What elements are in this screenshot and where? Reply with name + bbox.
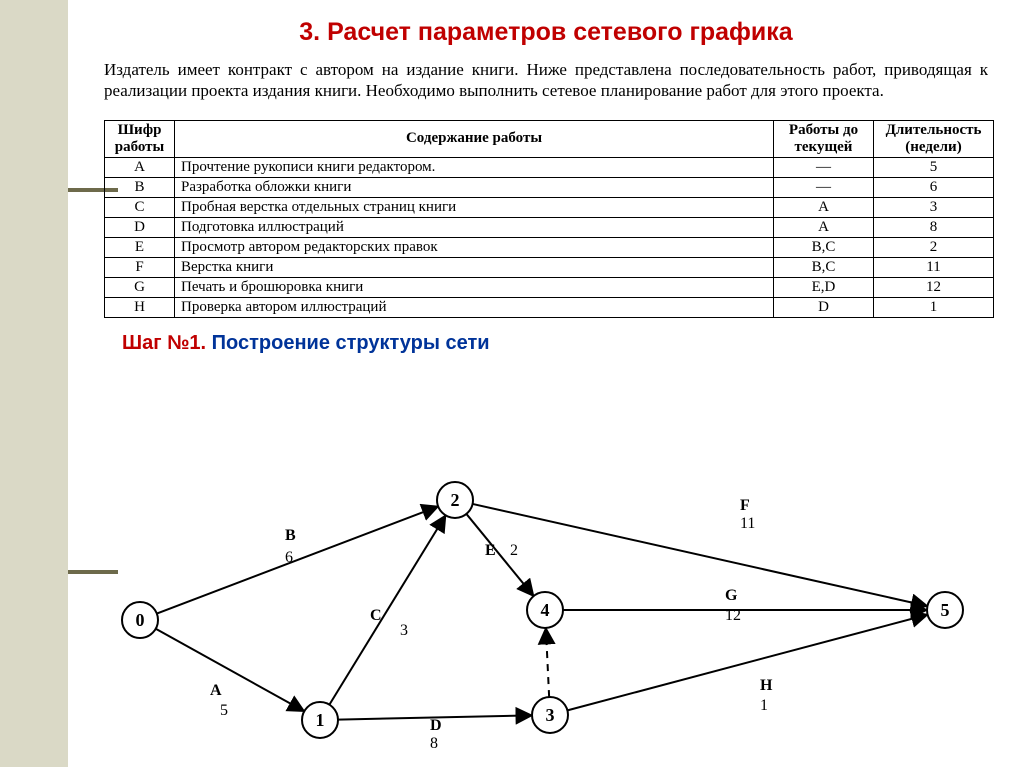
svg-text:1: 1 xyxy=(316,710,325,730)
cell-dur: 6 xyxy=(874,177,994,197)
svg-text:0: 0 xyxy=(136,610,145,630)
edge xyxy=(156,629,305,712)
edge xyxy=(329,515,445,704)
svg-text:2: 2 xyxy=(451,490,460,510)
table-row: FВерстка книгиB,C11 xyxy=(105,257,994,277)
edge-label: B xyxy=(285,527,296,544)
edge-label: C xyxy=(370,607,382,624)
intro-paragraph: Издатель имеет контракт с автором на изд… xyxy=(104,59,988,102)
cell-dur: 2 xyxy=(874,237,994,257)
cell-desc: Проверка автором иллюстраций xyxy=(175,297,774,317)
cell-dur: 12 xyxy=(874,277,994,297)
cell-dur: 3 xyxy=(874,197,994,217)
edge xyxy=(567,615,927,711)
table-row: DПодготовка иллюстрацийA8 xyxy=(105,217,994,237)
page-title: 3. Расчет параметров сетевого графика xyxy=(68,18,1024,47)
cell-dur: 11 xyxy=(874,257,994,277)
edge xyxy=(473,504,928,606)
svg-text:3: 3 xyxy=(546,705,555,725)
edge-weight: 2 xyxy=(510,542,518,559)
cell-code: B xyxy=(105,177,175,197)
th-dur: Длительность (недели) xyxy=(874,120,994,157)
cell-desc: Разработка обложки книги xyxy=(175,177,774,197)
content-area: 3. Расчет параметров сетевого графика Из… xyxy=(68,0,1024,355)
cell-pred: D xyxy=(774,297,874,317)
cell-desc: Печать и брошюровка книги xyxy=(175,277,774,297)
cell-code: A xyxy=(105,157,175,177)
edge-label: A xyxy=(210,682,222,699)
sidebar-decoration xyxy=(0,0,68,767)
edge-label: D xyxy=(430,717,442,734)
table-row: CПробная верстка отдельных страниц книги… xyxy=(105,197,994,217)
work-table: Шифр работы Содержание работы Работы до … xyxy=(104,120,994,318)
cell-pred: A xyxy=(774,217,874,237)
network-diagram: 012345 B6A5C3D8E2F11G12H1 xyxy=(100,470,1000,760)
graph-node: 0 xyxy=(122,602,158,638)
cell-pred: B,C xyxy=(774,237,874,257)
cell-dur: 8 xyxy=(874,217,994,237)
cell-code: F xyxy=(105,257,175,277)
step-heading: Шаг №1. Построение структуры сети xyxy=(122,332,1024,355)
cell-desc: Верстка книги xyxy=(175,257,774,277)
cell-code: D xyxy=(105,217,175,237)
svg-text:4: 4 xyxy=(541,600,550,620)
edge-weight: 12 xyxy=(725,607,741,624)
th-code: Шифр работы xyxy=(105,120,175,157)
edge-weight: 5 xyxy=(220,702,228,719)
cell-desc: Просмотр автором редакторских правок xyxy=(175,237,774,257)
edge-weight: 11 xyxy=(740,515,755,532)
edge-label: H xyxy=(760,677,773,694)
cell-code: G xyxy=(105,277,175,297)
table-row: BРазработка обложки книги—6 xyxy=(105,177,994,197)
cell-code: E xyxy=(105,237,175,257)
graph-node: 3 xyxy=(532,697,568,733)
graph-node: 1 xyxy=(302,702,338,738)
edge-weight: 8 xyxy=(430,735,438,752)
graph-node: 5 xyxy=(927,592,963,628)
cell-pred: B,C xyxy=(774,257,874,277)
edge xyxy=(466,514,533,596)
th-desc: Содержание работы xyxy=(175,120,774,157)
cell-dur: 1 xyxy=(874,297,994,317)
cell-code: H xyxy=(105,297,175,317)
cell-desc: Пробная верстка отдельных страниц книги xyxy=(175,197,774,217)
cell-desc: Прочтение рукописи книги редактором. xyxy=(175,157,774,177)
svg-text:5: 5 xyxy=(941,600,950,620)
th-pred: Работы до текущей xyxy=(774,120,874,157)
cell-pred: — xyxy=(774,177,874,197)
edge-weight: 3 xyxy=(400,622,408,639)
edge-label: E xyxy=(485,542,496,559)
cell-pred: — xyxy=(774,157,874,177)
cell-pred: A xyxy=(774,197,874,217)
graph-node: 2 xyxy=(437,482,473,518)
table-row: EПросмотр автором редакторских правокB,C… xyxy=(105,237,994,257)
cell-code: C xyxy=(105,197,175,217)
table-row: AПрочтение рукописи книги редактором.—5 xyxy=(105,157,994,177)
table-row: HПроверка автором иллюстрацийD1 xyxy=(105,297,994,317)
edge-label: G xyxy=(725,587,738,604)
cell-dur: 5 xyxy=(874,157,994,177)
step-text: Построение структуры сети xyxy=(206,332,490,354)
graph-node: 4 xyxy=(527,592,563,628)
cell-pred: E,D xyxy=(774,277,874,297)
edge xyxy=(546,628,549,697)
cell-desc: Подготовка иллюстраций xyxy=(175,217,774,237)
step-prefix: Шаг №1. xyxy=(122,332,206,354)
edge-weight: 1 xyxy=(760,697,768,714)
edge-label: F xyxy=(740,497,750,514)
edge-weight: 6 xyxy=(285,549,293,566)
table-header-row: Шифр работы Содержание работы Работы до … xyxy=(105,120,994,157)
table-row: GПечать и брошюровка книгиE,D12 xyxy=(105,277,994,297)
